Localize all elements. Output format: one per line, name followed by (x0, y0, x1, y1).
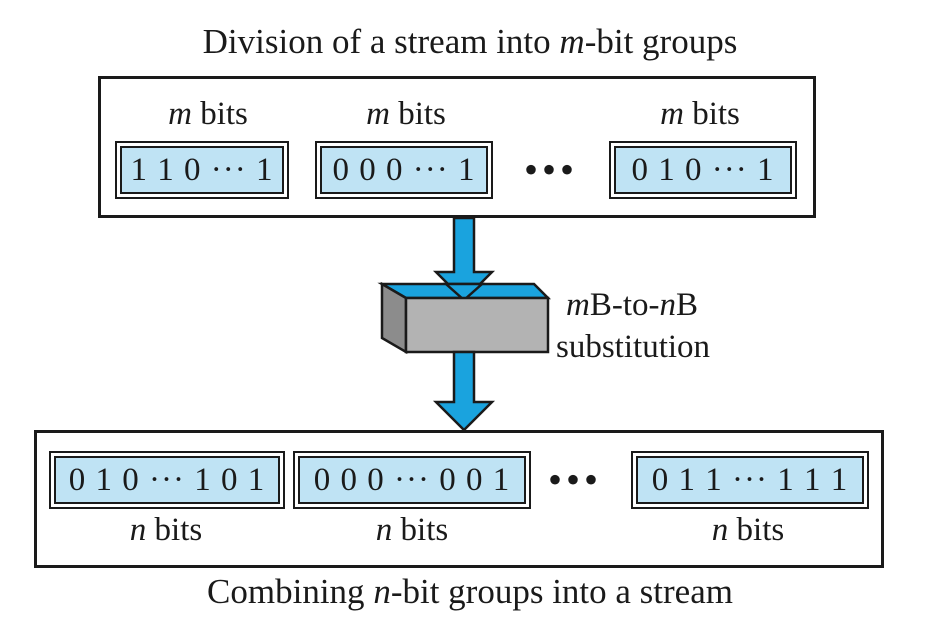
top-bit-group-1: 1 1 0 ··· 1 (115, 141, 289, 199)
bottom-group-label-1: n bits (129, 512, 203, 548)
top-group-label-2: m bits (366, 96, 446, 132)
substitution-label-line1: mB-to-nB (566, 287, 699, 323)
top-group-label-1: m bits (168, 96, 248, 132)
top-bit-group-3: 0 1 0 ··· 1 (609, 141, 797, 199)
substitution-block-front (404, 296, 550, 354)
bottom-group-label-3: n bits (711, 512, 785, 548)
bottom-bit-group-3: 0 1 1 ··· 1 1 1 (631, 451, 869, 509)
substitution-label-line2: substitution (556, 329, 711, 365)
bottom-bit-group-1: 0 1 0 ··· 1 0 1 (49, 451, 285, 509)
bottom-group-label-2: n bits (375, 512, 449, 548)
bottom-bit-group-2: 0 0 0 ··· 0 0 1 (293, 451, 531, 509)
top-group-label-3: m bits (660, 96, 740, 132)
top-caption: Division of a stream into m-bit groups (202, 22, 738, 61)
top-bit-group-2: 0 0 0 ··· 1 (315, 141, 493, 199)
bottom-caption: Combining n-bit groups into a stream (207, 572, 733, 611)
bottom-ellipsis: ••• (548, 457, 603, 502)
down-arrow-lower (432, 350, 496, 432)
top-ellipsis: ••• (524, 147, 579, 192)
